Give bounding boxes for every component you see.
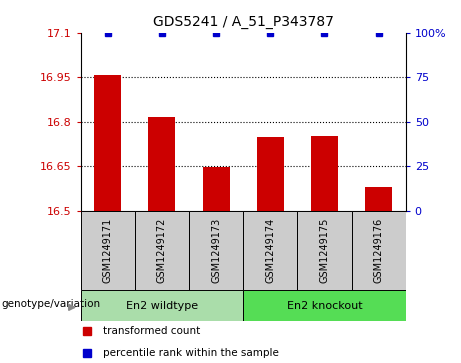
Bar (202, 167, 230, 211)
Title: GDS5241 / A_51_P343787: GDS5241 / A_51_P343787 (153, 15, 334, 29)
Bar (81, 290, 243, 321)
Bar (135, 211, 189, 290)
Bar (311, 136, 338, 211)
Text: GSM1249175: GSM1249175 (319, 218, 330, 283)
Bar (243, 211, 297, 290)
Bar (352, 211, 406, 290)
Text: GSM1249174: GSM1249174 (265, 218, 275, 283)
Text: GSM1249172: GSM1249172 (157, 218, 167, 283)
Text: En2 knockout: En2 knockout (287, 301, 362, 311)
Bar (243, 290, 406, 321)
Bar (297, 211, 352, 290)
Text: En2 wildtype: En2 wildtype (126, 301, 198, 311)
Bar (365, 187, 392, 211)
Bar (81, 211, 135, 290)
Bar (257, 137, 284, 211)
Text: GSM1249171: GSM1249171 (103, 218, 113, 283)
Bar (189, 211, 243, 290)
Text: genotype/variation: genotype/variation (1, 299, 101, 309)
Text: GSM1249173: GSM1249173 (211, 218, 221, 283)
Text: transformed count: transformed count (103, 326, 201, 336)
Bar (148, 117, 176, 211)
Bar (94, 75, 121, 211)
Text: GSM1249176: GSM1249176 (373, 218, 384, 283)
Text: percentile rank within the sample: percentile rank within the sample (103, 348, 279, 358)
